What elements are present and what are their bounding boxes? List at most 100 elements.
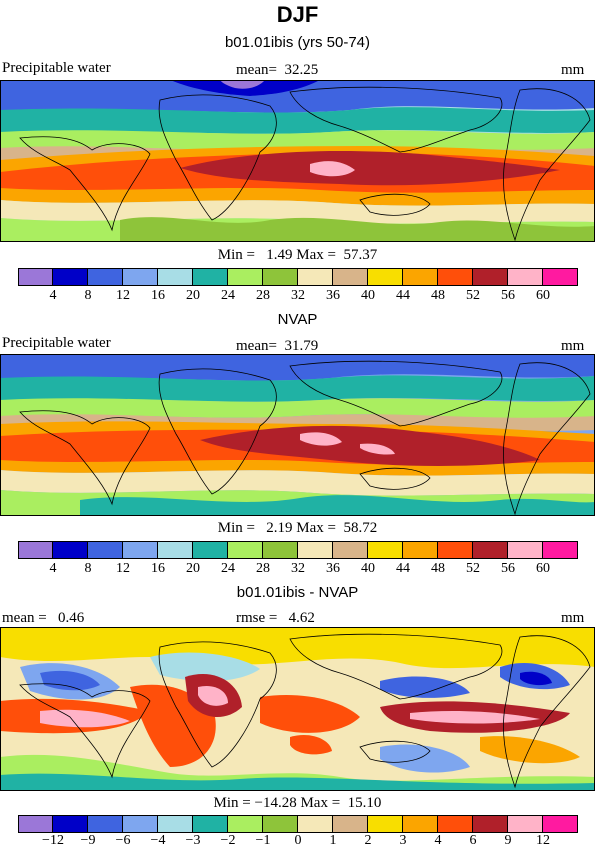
colorbar-swatch [53, 541, 88, 559]
page-title: DJF [276, 2, 319, 27]
colorbar-tick-label: 52 [466, 561, 480, 576]
colorbar-swatch [438, 541, 473, 559]
panel-2-mean-label: mean= 31.79 [236, 338, 319, 354]
colorbar-tick-label: 48 [431, 561, 445, 576]
colorbar-tick-label: 16 [151, 561, 165, 576]
colorbar-swatch [228, 541, 263, 559]
colorbar-tick-label: 0 [294, 833, 302, 848]
colorbar-swatch [298, 541, 333, 559]
colorbar-swatch [473, 541, 508, 559]
colorbar-swatch [123, 268, 158, 286]
panel-3-mean-label: mean = 0.46 [2, 610, 85, 626]
colorbar-tick-label: 2 [364, 833, 372, 848]
colorbar-swatch [158, 268, 193, 286]
colorbar-swatch [53, 268, 88, 286]
panel-2-title: NVAP [277, 311, 318, 328]
panel-3-map [0, 627, 595, 791]
colorbar-swatch [88, 268, 123, 286]
panel-3-title: b01.01ibis - NVAP [236, 584, 359, 601]
colorbar-tick-label: 6 [469, 833, 477, 848]
panel-3-minmax: Min = −14.28 Max = 15.10 [213, 795, 382, 811]
colorbar-swatch [543, 541, 578, 559]
colorbar-swatch [508, 815, 543, 833]
colorbar-swatch [543, 815, 578, 833]
colorbar-tick-label: 28 [256, 561, 270, 576]
colorbar-tick-label: −12 [42, 833, 64, 848]
panel-1-title: b01.01ibis (yrs 50-74) [224, 34, 371, 51]
panel-2-variable-label: Precipitable water [2, 335, 111, 351]
colorbar-tick-label: 56 [501, 561, 515, 576]
panel-2-minmax: Min = 2.19 Max = 58.72 [217, 520, 378, 536]
colorbar-tick-label: 20 [186, 561, 200, 576]
colorbar-swatch [508, 268, 543, 286]
colorbar-swatch [228, 815, 263, 833]
panel-2-units: mm [561, 338, 585, 354]
colorbar-tick-label: 60 [536, 561, 550, 576]
colorbar-swatch [403, 815, 438, 833]
colorbar-swatch [263, 541, 298, 559]
colorbar-tick-label: −3 [185, 833, 201, 848]
colorbar-tick-label: −2 [220, 833, 236, 848]
colorbar-tick-label: 1 [329, 833, 337, 848]
colorbar-tick-label: 12 [536, 833, 550, 848]
colorbar-swatch [368, 815, 403, 833]
colorbar-swatch [193, 541, 228, 559]
colorbar-swatch [263, 815, 298, 833]
colorbar-tick-label: 32 [291, 288, 305, 303]
colorbar-swatch [88, 541, 123, 559]
colorbar-tick-label: 12 [116, 561, 130, 576]
colorbar-swatch [508, 541, 543, 559]
colorbar-tick-label: 8 [84, 288, 92, 303]
colorbar-tick-label: −4 [150, 833, 166, 848]
colorbar-swatch [123, 541, 158, 559]
colorbar-swatch [158, 815, 193, 833]
colorbar-swatch [158, 541, 193, 559]
colorbar-tick-label: 28 [256, 288, 270, 303]
colorbar-swatch [333, 541, 368, 559]
colorbar-swatch [368, 268, 403, 286]
panel-3-rmse-label: rmse = 4.62 [236, 610, 315, 626]
colorbar-tick-label: 48 [431, 288, 445, 303]
colorbar-swatch [368, 541, 403, 559]
colorbar-swatch [18, 541, 53, 559]
colorbar-tick-label: 4 [49, 561, 57, 576]
colorbar-swatch [403, 268, 438, 286]
colorbar-swatch [438, 268, 473, 286]
colorbar-tick-label: 20 [186, 288, 200, 303]
colorbar-swatch [473, 815, 508, 833]
colorbar-tick-label: 3 [399, 833, 407, 848]
colorbar-tick-label: 12 [116, 288, 130, 303]
colorbar-tick-label: 36 [326, 288, 340, 303]
colorbar-swatch [263, 268, 298, 286]
colorbar-swatch [18, 815, 53, 833]
panel-1-units: mm [561, 62, 585, 78]
colorbar-tick-label: 24 [221, 288, 235, 303]
panel-1-variable-label: Precipitable water [2, 60, 111, 76]
colorbar-swatch [473, 268, 508, 286]
colorbar-tick-label: 24 [221, 561, 235, 576]
colorbar-swatch [123, 815, 158, 833]
colorbar-tick-label: 56 [501, 288, 515, 303]
colorbar-tick-label: 16 [151, 288, 165, 303]
colorbar-swatch [543, 268, 578, 286]
colorbar-swatch [193, 268, 228, 286]
colorbar-swatch [228, 268, 263, 286]
colorbar-tick-label: 36 [326, 561, 340, 576]
panel-2-colorbar-ticks: 4 8 12 16 20 24 28 32 36 40 44 48 52 56 60 [0, 561, 595, 579]
colorbar-swatch [438, 815, 473, 833]
colorbar-tick-label: 32 [291, 561, 305, 576]
colorbar-tick-label: 40 [361, 288, 375, 303]
colorbar-tick-label: 4 [49, 288, 57, 303]
panel-3-colorbar-ticks: −12 −9 −6 −4 −3 −2 −1 0 1 2 3 4 6 9 12 [0, 833, 595, 848]
panel-3-units: mm [561, 610, 585, 626]
colorbar-swatch [333, 268, 368, 286]
panel-1-mean-label: mean= 32.25 [236, 62, 319, 78]
colorbar-tick-label: 44 [396, 561, 410, 576]
colorbar-swatch [88, 815, 123, 833]
panel-2-map [0, 354, 595, 516]
colorbar-swatch [403, 541, 438, 559]
colorbar-tick-label: 60 [536, 288, 550, 303]
colorbar-tick-label: 4 [434, 833, 442, 848]
colorbar-swatch [193, 815, 228, 833]
colorbar-tick-label: −6 [115, 833, 131, 848]
